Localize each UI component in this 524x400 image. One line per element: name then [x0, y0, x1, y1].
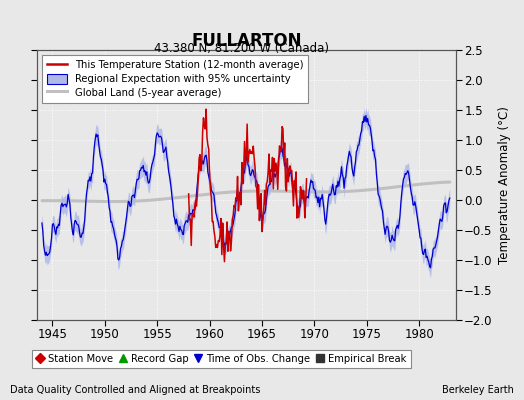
Title: FULLARTON: FULLARTON	[191, 32, 301, 50]
Legend: Station Move, Record Gap, Time of Obs. Change, Empirical Break: Station Move, Record Gap, Time of Obs. C…	[31, 350, 411, 368]
Text: 43.380 N, 81.200 W (Canada): 43.380 N, 81.200 W (Canada)	[154, 42, 329, 55]
Text: Berkeley Earth: Berkeley Earth	[442, 385, 514, 395]
Text: Data Quality Controlled and Aligned at Breakpoints: Data Quality Controlled and Aligned at B…	[10, 385, 261, 395]
Y-axis label: Temperature Anomaly (°C): Temperature Anomaly (°C)	[498, 106, 511, 264]
